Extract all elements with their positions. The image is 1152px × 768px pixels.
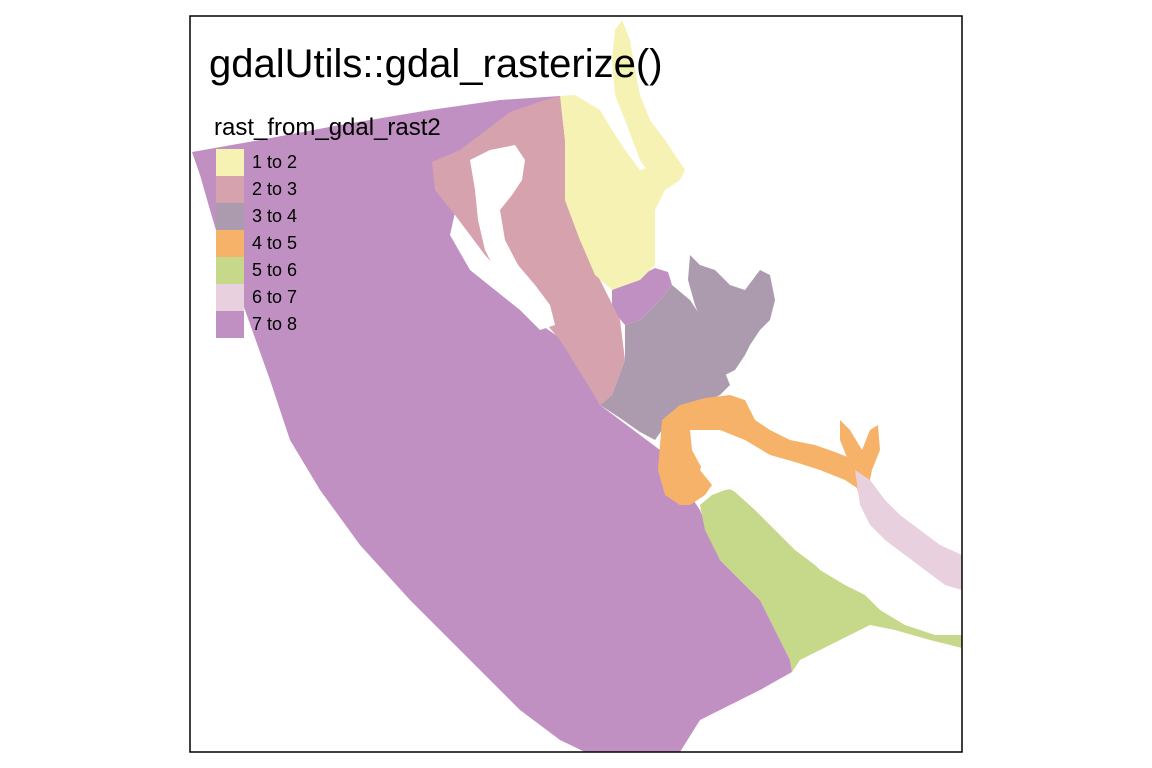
region-5-to-6: [700, 488, 962, 672]
legend-items: 1 to 2 2 to 3 3 to 4 4 to 5 5 to 6 6 to …: [214, 149, 441, 338]
legend: rast_from_gdal_rast2 1 to 2 2 to 3 3 to …: [214, 116, 441, 338]
legend-item: 3 to 4: [214, 203, 441, 230]
legend-item: 6 to 7: [214, 284, 441, 311]
region-1-to-2: [560, 95, 660, 290]
island-north: [470, 145, 555, 330]
legend-swatch: [216, 176, 244, 203]
legend-item: 7 to 8: [214, 311, 441, 338]
legend-label: 5 to 6: [252, 260, 298, 280]
legend-item: 1 to 2: [214, 149, 441, 176]
legend-label: 1 to 2: [252, 152, 298, 172]
region-3-to-4-inlets: [688, 255, 775, 375]
legend-label: 7 to 8: [252, 314, 298, 334]
map-title: gdalUtils::gdal_rasterize(): [209, 42, 663, 86]
legend-swatch: [216, 203, 244, 230]
legend-item: 4 to 5: [214, 230, 441, 257]
legend-swatch: [216, 257, 244, 284]
region-7-to-8: [192, 96, 792, 752]
legend-label: 6 to 7: [252, 287, 298, 307]
region-6-to-7: [855, 470, 962, 590]
map-frame: [189, 15, 963, 753]
landmass-east: [690, 430, 885, 590]
legend-swatch: [216, 284, 244, 311]
legend-swatch: [216, 311, 244, 338]
region-1-to-2-inlet: [612, 20, 685, 210]
region-7-to-8-wedge: [612, 268, 672, 325]
legend-swatch: [216, 149, 244, 176]
legend-title: rast_from_gdal_rast2: [214, 114, 441, 141]
legend-label: 3 to 4: [252, 206, 298, 226]
legend-label: 2 to 3: [252, 179, 298, 199]
legend-item: 5 to 6: [214, 257, 441, 284]
legend-label: 4 to 5: [252, 233, 298, 253]
legend-item: 2 to 3: [214, 176, 441, 203]
legend-swatch: [216, 230, 244, 257]
